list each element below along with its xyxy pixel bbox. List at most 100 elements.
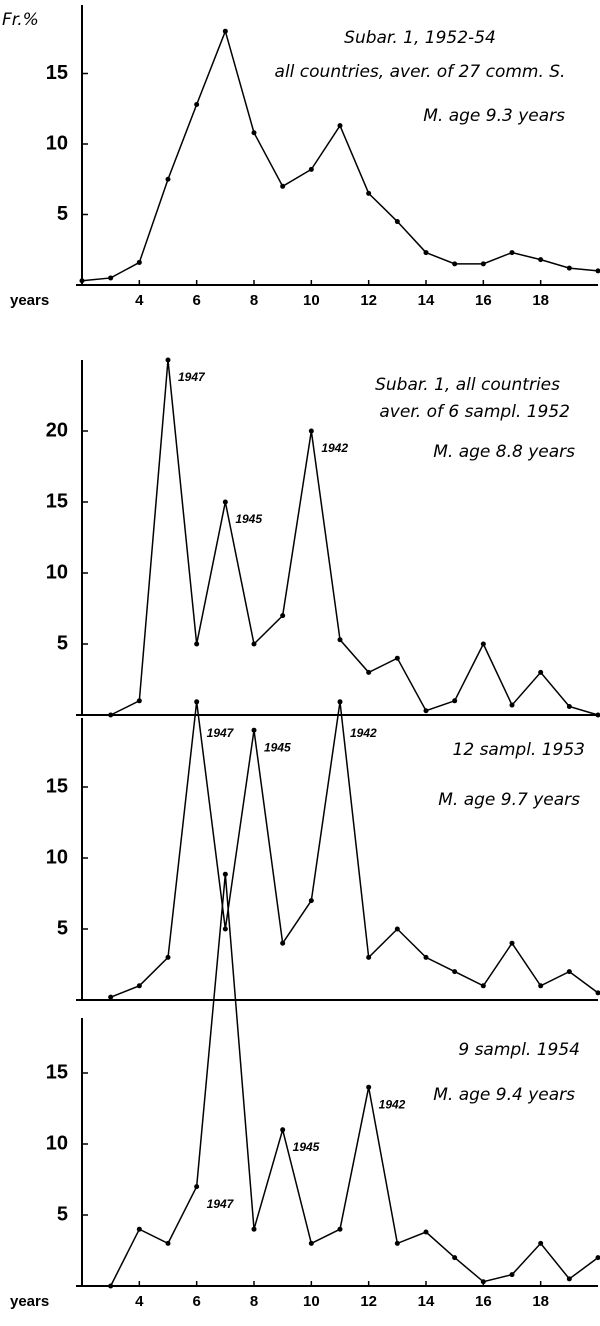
x-tick-label: 12 [360,1293,377,1310]
x-tick-label: 16 [475,292,492,309]
y-tick-label: 5 [57,917,68,939]
point [108,275,113,280]
point [137,260,142,265]
point [223,29,228,34]
point [596,713,600,718]
y-tick-label: 15 [46,1061,68,1083]
x-tick-label: 14 [418,1293,435,1310]
point [223,927,228,932]
annotation: 1942 [379,1097,406,1111]
note: 12 sampl. 1953 [453,740,585,760]
point [567,969,572,974]
x-tick-label: 10 [303,292,320,309]
point [166,955,171,960]
point [166,177,171,182]
point [481,1279,486,1284]
y-tick-label: 5 [57,632,68,654]
note: Subar. 1, all countries [375,375,560,395]
point [452,1255,457,1260]
point [481,983,486,988]
point [395,656,400,661]
point [395,927,400,932]
x-tick-label: 6 [192,292,200,309]
point [567,266,572,271]
y-tick-label: 15 [46,490,68,512]
point [194,1184,199,1189]
y-tick-label: 10 [46,846,68,868]
point [510,941,515,946]
y-tick-label: 5 [57,1203,68,1225]
point [108,995,113,1000]
x-label: years [10,1293,49,1310]
point [538,670,543,675]
note: Subar. 1, 1952-54 [344,28,496,48]
point [252,130,257,135]
x-tick-label: 8 [250,1293,258,1310]
point [108,713,113,718]
point [452,969,457,974]
x-tick-label: 4 [135,292,144,309]
y-label: Fr.% [2,10,39,30]
x-tick-label: 14 [418,292,435,309]
point [338,123,343,128]
point [481,261,486,266]
point [338,699,343,704]
x-tick-label: 4 [135,1293,144,1310]
note: M. age 9.7 years [438,790,580,810]
point [395,1241,400,1246]
point [510,250,515,255]
x-tick-label: 18 [532,292,549,309]
x-label: years [10,292,49,309]
note: M. age 9.3 years [423,106,565,126]
point [194,699,199,704]
point [166,1241,171,1246]
point [252,1227,257,1232]
point [395,219,400,224]
point [481,642,486,647]
point [366,670,371,675]
point [280,184,285,189]
x-tick-label: 12 [360,292,377,309]
point [452,698,457,703]
y-tick-label: 5 [57,203,68,225]
point [424,250,429,255]
point [424,708,429,713]
point [538,257,543,262]
point [252,642,257,647]
point [309,167,314,172]
x-tick-label: 6 [192,1293,200,1310]
point [510,703,515,708]
annotation: 1947 [207,726,235,740]
point [223,500,228,505]
point [280,941,285,946]
x-tick-label: 8 [250,292,258,309]
note: M. age 9.4 years [433,1085,575,1105]
annotation: 1942 [350,726,377,740]
point [452,261,457,266]
note: all countries, aver. of 27 comm. S. [275,62,566,82]
point [567,704,572,709]
point [366,1085,371,1090]
annotation: 1945 [264,740,291,754]
y-tick-label: 15 [46,62,68,84]
y-tick-label: 20 [46,419,68,441]
annotation: 1942 [321,441,348,455]
point [309,1241,314,1246]
point [108,1284,113,1289]
point [137,983,142,988]
series-line [111,874,598,1286]
point [366,191,371,196]
point [538,983,543,988]
annotation: 1947 [178,370,206,384]
x-tick-label: 16 [475,1293,492,1310]
point [137,1227,142,1232]
y-tick-label: 10 [46,1132,68,1154]
point [567,1276,572,1281]
point [166,358,171,363]
annotation: 1945 [235,512,262,526]
point [338,1227,343,1232]
note: 9 sampl. 1954 [458,1040,580,1060]
y-tick-label: 15 [46,775,68,797]
point [280,613,285,618]
